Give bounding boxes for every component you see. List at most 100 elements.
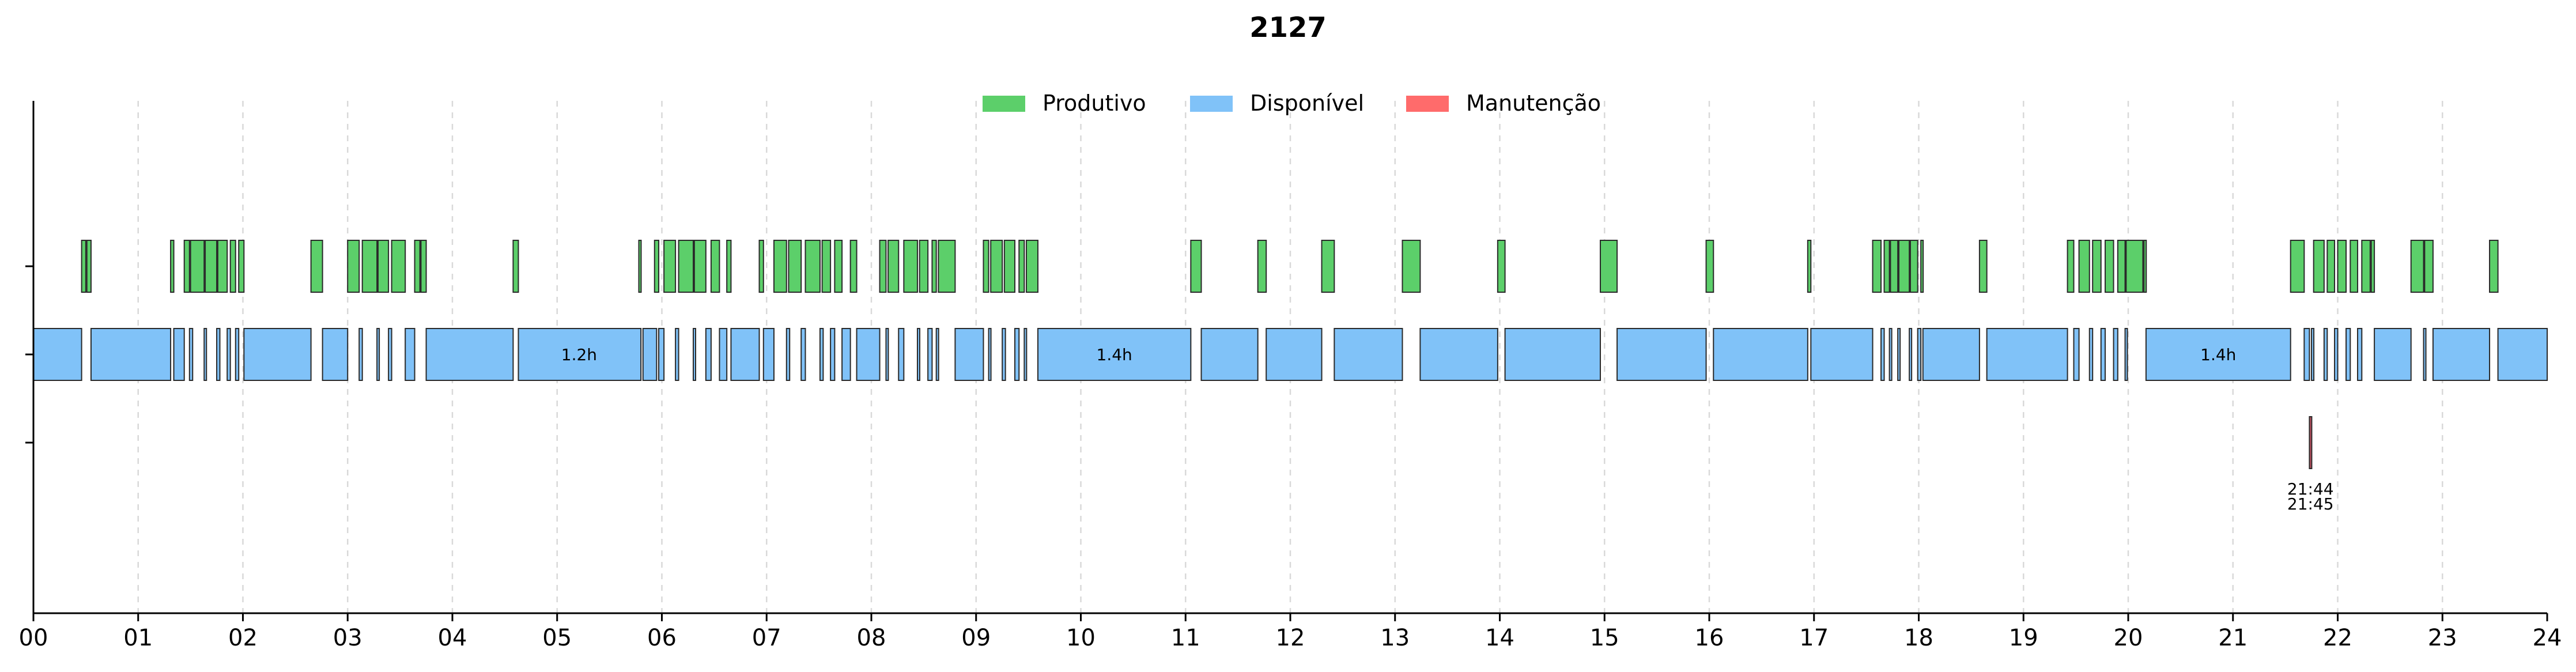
timeline-bar [2334, 328, 2339, 381]
timeline-bar [235, 328, 240, 381]
timeline-bar [819, 328, 824, 381]
x-tick-label: 14 [1485, 625, 1514, 651]
legend-label: Produtivo [1043, 90, 1146, 116]
timeline-bar [425, 328, 514, 381]
timeline-bar [841, 328, 851, 381]
timeline-bar [238, 240, 245, 293]
timeline-bar [938, 240, 956, 293]
timeline-bar [856, 328, 881, 381]
timeline-bar [658, 328, 665, 381]
x-tick-label: 16 [1695, 625, 1724, 651]
timeline-bar [693, 328, 697, 381]
timeline-bar [2073, 328, 2080, 381]
timeline-bar [1909, 328, 1913, 381]
timeline-bar [2374, 328, 2412, 381]
timeline-bar [2345, 328, 2351, 381]
timeline-bar [885, 328, 889, 381]
timeline-bar [1419, 328, 1498, 381]
timeline-bar [1497, 240, 1506, 293]
x-tick-label: 15 [1590, 625, 1619, 651]
timeline-bar [1321, 240, 1335, 293]
timeline-bar [693, 240, 707, 293]
x-tick-label: 08 [857, 625, 886, 651]
legend: Produtivo Disponível Manutenção [983, 90, 1601, 116]
timeline-bar [1890, 240, 1899, 293]
x-tick-label: 12 [1276, 625, 1305, 651]
timeline-bar [903, 240, 918, 293]
timeline-bar [2143, 240, 2147, 293]
timeline-bar [229, 240, 236, 293]
timeline-bar [1917, 328, 1922, 381]
timeline-bar [834, 240, 843, 293]
timeline-bar [675, 328, 679, 381]
timeline-bar [1978, 240, 1988, 293]
timeline-bar [81, 240, 86, 293]
legend-label: Disponível [1250, 90, 1364, 116]
timeline-bar [1713, 328, 1808, 381]
timeline-bar [887, 240, 900, 293]
timeline-bar [638, 240, 642, 293]
timeline-bar [1880, 328, 1885, 381]
timeline-bar [1402, 240, 1421, 293]
x-tick-label: 07 [752, 625, 781, 651]
timeline-bar [2124, 328, 2128, 381]
x-tick-label: 00 [19, 625, 48, 651]
timeline-bar [1898, 240, 1910, 293]
timeline-bar [988, 328, 992, 381]
x-tick-label: 11 [1171, 625, 1200, 651]
timeline-bar [1257, 240, 1267, 293]
timeline-bar [2309, 416, 2313, 469]
timeline-bar [1023, 328, 1028, 381]
timeline-bar [2423, 328, 2427, 381]
x-tick-label: 13 [1380, 625, 1410, 651]
timeline-bar [518, 328, 642, 381]
timeline-bar [377, 240, 390, 293]
timeline-bar [391, 240, 406, 293]
timeline-bar [2323, 328, 2328, 381]
x-tick-label: 23 [2428, 625, 2457, 651]
timeline-bar [1616, 328, 1707, 381]
timeline-bar [1002, 328, 1006, 381]
bars [33, 240, 2548, 469]
timeline-bar [1599, 240, 1618, 293]
timeline-bar [183, 240, 190, 293]
timeline-bar [898, 328, 905, 381]
timeline-bar [1909, 240, 1918, 293]
timeline-bar [710, 240, 720, 293]
timeline-bar [879, 240, 887, 293]
x-tick-label: 09 [961, 625, 991, 651]
bar-duration-label: 1.4h [1097, 345, 1132, 364]
timeline-bar [2326, 240, 2336, 293]
maintenance-time-annotation: 21:44 [2287, 480, 2334, 499]
timeline-bar [1922, 328, 1980, 381]
timeline-bar [1025, 240, 1038, 293]
timeline-bar [2370, 240, 2375, 293]
timeline-bar [1897, 328, 1901, 381]
legend-swatch [1406, 96, 1449, 112]
timeline-bar [1037, 328, 1192, 381]
timeline-bar [310, 240, 323, 293]
timeline-bar [203, 328, 207, 381]
timeline-bar [1200, 328, 1259, 381]
timeline-bar [654, 240, 660, 293]
timeline-bar [983, 240, 989, 293]
timeline-bar [730, 328, 760, 381]
timeline-bar [935, 328, 939, 381]
timeline-bar [33, 328, 82, 381]
timeline-bar [804, 240, 821, 293]
timeline-bar [216, 328, 221, 381]
timeline-bar [916, 328, 920, 381]
timeline-bar [2088, 328, 2094, 381]
x-tick-label: 06 [647, 625, 677, 651]
x-tick-label: 22 [2323, 625, 2352, 651]
timeline-bar [2303, 328, 2310, 381]
timeline-bar [663, 240, 677, 293]
timeline-bar [205, 240, 218, 293]
timeline-bar [2145, 328, 2291, 381]
x-tick-label: 01 [123, 625, 153, 651]
x-tick-label: 05 [542, 625, 572, 651]
bar-duration-label: 1.4h [2200, 345, 2236, 364]
timeline-bar [1872, 240, 1882, 293]
timeline-bar [2424, 240, 2434, 293]
timeline-bar [90, 328, 172, 381]
